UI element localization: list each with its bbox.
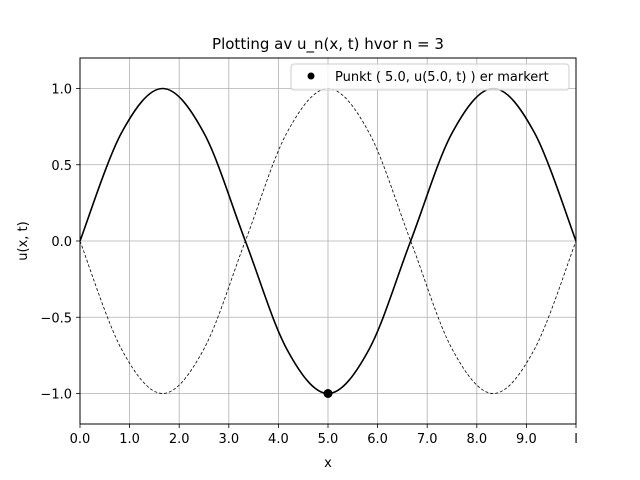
x-tick-label: 6.0: [367, 432, 388, 447]
y-axis-label: u(x, t): [16, 221, 31, 260]
ticks: 0.0 1.0 2.0 3.0 4.0 5.0 6.0 7.0 8.0 9.0 l 1.0 0.5 0.0…: [40, 83, 577, 448]
x-tick-label: 7.0: [417, 432, 438, 447]
x-tick-label: 1.0: [119, 432, 140, 447]
legend-box: [290, 63, 570, 91]
y-tick-label: −0.5: [40, 311, 72, 326]
x-tick-label: 2.0: [169, 432, 190, 447]
x-tick-label: 3.0: [218, 432, 239, 447]
y-tick-label: −1.0: [40, 388, 72, 403]
x-tick-label: 5.0: [318, 432, 339, 447]
y-tick-label: 0.0: [51, 235, 72, 250]
x-tick-label: 0.0: [70, 432, 91, 447]
x-tick-label: 8.0: [466, 432, 487, 447]
x-axis-label: x: [324, 456, 332, 471]
y-tick-label: 0.5: [51, 159, 72, 174]
y-tick-label: 1.0: [51, 83, 72, 98]
marker-layer: [323, 389, 333, 398]
legend-label: Punkt ( 5.0, u(5.0, t) ) er markert: [335, 70, 549, 85]
legend-marker-swatch: [307, 72, 315, 80]
legend: Punkt ( 5.0, u(5.0, t) ) er markert: [290, 63, 570, 91]
x-tick-label: l: [574, 432, 578, 447]
chart-title: Plotting av u_n(x, t) hvor n = 3: [212, 35, 444, 54]
x-tick-label: 9.0: [516, 432, 537, 447]
x-tick-label: 4.0: [268, 432, 289, 447]
marked-point: [323, 389, 333, 398]
